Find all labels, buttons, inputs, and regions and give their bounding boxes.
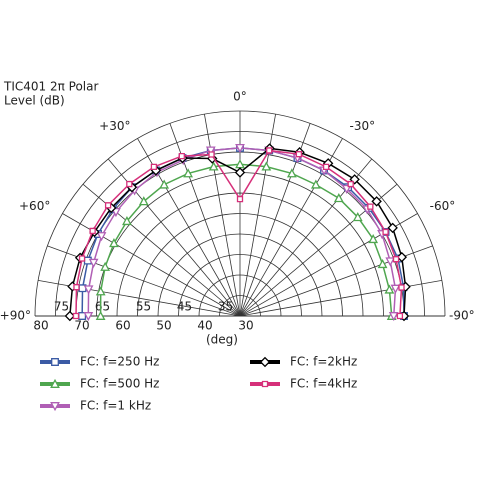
marker xyxy=(150,163,158,171)
legend-marker xyxy=(259,356,271,368)
marker xyxy=(392,256,400,263)
marker xyxy=(83,312,94,322)
theta-tick-label: -60° xyxy=(430,199,456,213)
marker xyxy=(387,222,398,234)
series xyxy=(95,159,397,320)
marker xyxy=(390,284,401,294)
theta-tick-label: +60° xyxy=(19,199,50,213)
marker xyxy=(122,215,132,226)
chart-subtitle: Level (dB) xyxy=(4,94,65,108)
marker xyxy=(310,179,321,189)
marker xyxy=(178,152,185,160)
legend-label: FC: f=500 Hz xyxy=(80,377,159,391)
r-tick-label: 30 xyxy=(238,319,253,333)
marker xyxy=(398,284,405,291)
r-tick-label: 50 xyxy=(156,319,171,333)
r-tick-label-inner: 65 xyxy=(95,300,110,314)
theta-tick-label: -30° xyxy=(350,119,376,133)
marker xyxy=(208,151,215,158)
marker xyxy=(377,258,388,269)
marker xyxy=(388,312,399,322)
marker xyxy=(96,232,107,242)
marker xyxy=(72,312,80,320)
legend-marker xyxy=(50,402,60,412)
r-tick-label-inner: 45 xyxy=(177,300,192,314)
legend-marker xyxy=(50,378,60,388)
marker xyxy=(95,310,106,320)
r-tick-label-inner: 55 xyxy=(136,300,151,314)
theta-tick-label: +90° xyxy=(0,309,31,323)
series xyxy=(72,147,405,320)
marker xyxy=(78,255,86,262)
marker xyxy=(100,261,111,271)
marker xyxy=(261,161,272,171)
marker xyxy=(266,147,273,154)
legend-marker xyxy=(261,380,269,388)
marker xyxy=(341,184,352,194)
marker xyxy=(83,285,94,295)
marker xyxy=(95,286,106,296)
marker xyxy=(396,251,408,263)
legend-label: FC: f=250 Hz xyxy=(80,355,159,369)
marker xyxy=(89,227,96,235)
legend-label: FC: f=1 kHz xyxy=(80,399,151,413)
legend-label: FC: f=2kHz xyxy=(290,355,357,369)
marker xyxy=(322,163,330,171)
marker xyxy=(88,258,99,268)
marker xyxy=(234,167,246,178)
marker xyxy=(384,284,395,294)
r-tick-label: 60 xyxy=(115,319,130,333)
marker xyxy=(333,193,344,203)
marker xyxy=(385,257,396,267)
theta-tick-label: +30° xyxy=(99,119,130,133)
marker xyxy=(368,233,379,244)
marker xyxy=(104,202,112,209)
marker xyxy=(138,196,149,206)
marker xyxy=(109,238,119,248)
marker xyxy=(236,196,244,203)
r-tick-label: 70 xyxy=(74,319,89,333)
marker xyxy=(183,168,194,178)
marker xyxy=(352,211,363,222)
marker xyxy=(286,168,297,178)
r-tick-label: 40 xyxy=(197,319,212,333)
chart-title: TIC401 2π Polar xyxy=(3,80,98,94)
marker xyxy=(159,179,170,189)
marker xyxy=(235,143,245,154)
marker xyxy=(205,146,216,156)
legend-label: FC: f=4kHz xyxy=(290,377,357,391)
marker xyxy=(347,180,354,188)
marker xyxy=(64,310,76,322)
marker xyxy=(208,161,219,171)
marker xyxy=(382,228,389,236)
marker xyxy=(295,151,303,158)
r-tick-label-inner: 35 xyxy=(218,300,233,314)
theta-tick-label: -90° xyxy=(449,309,475,323)
series xyxy=(64,143,411,322)
marker xyxy=(349,174,360,185)
marker xyxy=(73,284,80,291)
theta-tick-label: 0° xyxy=(233,90,247,104)
r-tick-label-inner: 75 xyxy=(54,300,69,314)
marker xyxy=(371,196,382,207)
marker xyxy=(396,312,404,320)
r-axis-unit: (deg) xyxy=(206,333,238,347)
marker xyxy=(367,203,374,210)
marker xyxy=(126,180,133,188)
r-tick-label: 80 xyxy=(33,319,48,333)
marker xyxy=(111,207,121,218)
legend-marker xyxy=(51,358,59,366)
